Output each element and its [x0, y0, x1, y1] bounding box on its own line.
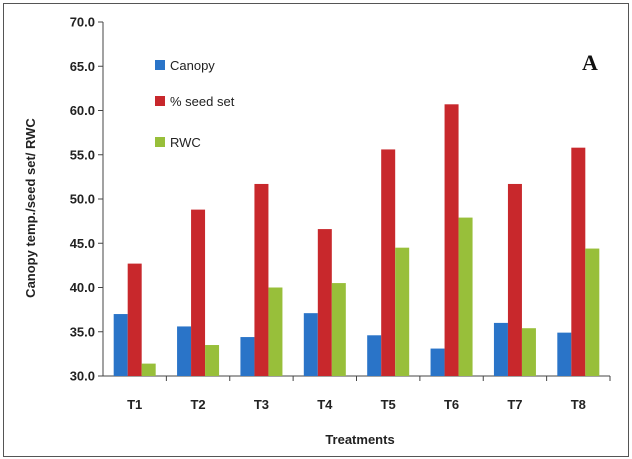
- bar-canopy-t1: [113, 314, 128, 376]
- y-tick-label: 60.0: [70, 103, 95, 118]
- y-tick-label: 50.0: [70, 192, 95, 207]
- legend-label: Canopy: [170, 58, 215, 73]
- x-tick-label: T6: [444, 397, 459, 412]
- bar-rwc-t7: [521, 328, 536, 376]
- bar-seed-set-t1: [127, 263, 142, 376]
- bar-canopy-t6: [430, 348, 445, 376]
- x-tick-label: T2: [190, 397, 205, 412]
- y-tick-label: 55.0: [70, 147, 95, 162]
- legend-label: RWC: [170, 135, 201, 150]
- y-tick-label: 35.0: [70, 324, 95, 339]
- bar-rwc-t8: [585, 248, 600, 376]
- x-axis-title: Treatments: [325, 432, 394, 447]
- chart-frame: [3, 3, 629, 457]
- bar-seed-set-t3: [254, 183, 269, 376]
- x-tick-label: T1: [127, 397, 142, 412]
- x-tick-label: T5: [381, 397, 396, 412]
- x-tick-label: T3: [254, 397, 269, 412]
- panel-label: A: [582, 50, 598, 75]
- y-tick-label: 70.0: [70, 15, 95, 30]
- legend-swatch: [155, 96, 165, 106]
- y-tick-label: 45.0: [70, 236, 95, 251]
- bar-rwc-t4: [331, 283, 346, 376]
- bar-canopy-t7: [493, 322, 508, 376]
- bar-seed-set-t8: [571, 147, 586, 376]
- x-tick-label: T7: [507, 397, 522, 412]
- bar-seed-set-t2: [191, 209, 206, 376]
- x-tick-label: T8: [571, 397, 586, 412]
- bar-rwc-t3: [268, 287, 283, 376]
- bar-seed-set-t5: [381, 149, 396, 376]
- bar-seed-set-t4: [317, 229, 332, 376]
- legend-swatch: [155, 137, 165, 147]
- bar-canopy-t5: [367, 335, 382, 376]
- bar-canopy-t3: [240, 337, 255, 376]
- plot-area: 30.0 35.0 40.0 45.0 50.0 55.0 60.0 65.0 70.0 T1 T2…: [70, 15, 611, 412]
- y-tick-label: 65.0: [70, 59, 95, 74]
- bar-seed-set-t7: [507, 183, 522, 376]
- legend-label: % seed set: [170, 94, 235, 109]
- bar-canopy-t4: [303, 313, 318, 376]
- y-tick-label: 40.0: [70, 280, 95, 295]
- x-tick-label: T4: [317, 397, 333, 412]
- bar-rwc-t5: [395, 247, 410, 376]
- bar-rwc-t6: [458, 217, 473, 376]
- bar-canopy-t2: [177, 326, 192, 376]
- y-axis-title: Canopy temp./seed set/ RWC: [23, 118, 38, 298]
- legend-swatch: [155, 60, 165, 70]
- bar-rwc-t1: [141, 363, 156, 376]
- bar-rwc-t2: [205, 345, 220, 376]
- bar-seed-set-t6: [444, 104, 459, 377]
- bar-canopy-t8: [557, 332, 572, 376]
- y-tick-label: 30.0: [70, 369, 95, 384]
